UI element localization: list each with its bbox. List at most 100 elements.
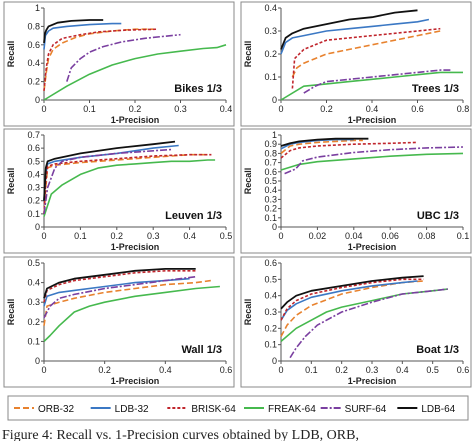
y-tick-label: 0.7 bbox=[27, 130, 40, 140]
panel-title: Boat 1/3 bbox=[416, 344, 459, 356]
x-tick-label: 0.4 bbox=[159, 365, 172, 375]
x-tick-label: 0.4 bbox=[396, 365, 409, 375]
x-tick-label: 0 bbox=[278, 231, 283, 241]
x-tick-label: 0 bbox=[278, 104, 283, 114]
series-line-brisk-64 bbox=[43, 270, 196, 303]
x-axis-label: 1-Precision bbox=[348, 115, 397, 125]
y-tick-label: 0.6 bbox=[27, 40, 40, 50]
y-tick-label: 0.5 bbox=[27, 258, 40, 268]
y-tick-label: 0.1 bbox=[264, 213, 277, 223]
y-tick-label: 0.1 bbox=[27, 209, 40, 219]
y-tick-label: 0.4 bbox=[264, 185, 277, 195]
x-tick-label: 0.5 bbox=[220, 231, 233, 241]
x-axis-label: 1-Precision bbox=[348, 376, 397, 386]
chart-panel-4: 00.10.20.30.40.50.60.70.80.910 0.02 0.04 0.… bbox=[240, 128, 472, 254]
x-tick-label: 0.1 bbox=[457, 231, 470, 241]
y-tick-label: 0.2 bbox=[27, 317, 40, 327]
series-line-ldb-64 bbox=[43, 268, 196, 299]
y-axis-label: Recall bbox=[243, 299, 253, 326]
x-tick-label: 0.08 bbox=[418, 231, 436, 241]
x-tick-label: 0.2 bbox=[320, 104, 333, 114]
panel-frame bbox=[3, 1, 235, 127]
series-line-orb-32 bbox=[280, 139, 363, 155]
series-line-surf-64 bbox=[43, 148, 172, 215]
panel-title: Leuven 1/3 bbox=[165, 210, 222, 222]
x-tick-label: 0.3 bbox=[366, 365, 379, 375]
x-tick-label: 0.6 bbox=[411, 104, 424, 114]
chart-panel-1: 0 0.2 0.4 0.6 0.8 1 0 0.1 0.2 0.3 0.4 1-Precision Re… bbox=[3, 1, 235, 127]
y-tick-label: 0.1 bbox=[27, 336, 40, 346]
series-line-brisk-64 bbox=[280, 141, 418, 159]
y-tick-label: 0.3 bbox=[264, 26, 277, 36]
legend-label: ORB-32 bbox=[38, 404, 75, 415]
y-tick-label: 0.4 bbox=[27, 169, 40, 179]
y-tick-label: 0.5 bbox=[27, 156, 40, 166]
y-tick-label: 0.3 bbox=[27, 183, 40, 193]
y-tick-label: 0.7 bbox=[264, 158, 277, 168]
y-tick-label: 0.5 bbox=[264, 274, 277, 284]
y-tick-label: 0 bbox=[272, 356, 277, 366]
y-tick-label: 0.2 bbox=[27, 196, 40, 206]
x-tick-label: 0 bbox=[41, 231, 46, 241]
y-axis-label: Recall bbox=[243, 41, 253, 68]
x-axis-label: 1-Precision bbox=[111, 242, 160, 252]
y-tick-label: 1 bbox=[272, 130, 277, 140]
series-line-ldb-64 bbox=[280, 9, 418, 50]
x-tick-label: 0 bbox=[278, 365, 283, 375]
series-line-brisk-64 bbox=[280, 278, 424, 321]
panel-title: Trees 1/3 bbox=[412, 83, 459, 95]
x-tick-label: 0.2 bbox=[335, 365, 348, 375]
x-axis-label: 1-Precision bbox=[348, 242, 397, 252]
x-tick-label: 0.4 bbox=[220, 104, 233, 114]
series-line-brisk-64 bbox=[43, 28, 158, 91]
panel-frame bbox=[240, 128, 472, 254]
series-line-freak-64 bbox=[43, 285, 220, 342]
panel-title: Bikes 1/3 bbox=[174, 83, 222, 95]
y-tick-label: 0.2 bbox=[264, 323, 277, 333]
figure-caption: Figure 4: Recall vs. 1-Precision curves … bbox=[2, 429, 359, 441]
y-tick-label: 0.9 bbox=[264, 139, 277, 149]
series-line-brisk-64 bbox=[291, 27, 441, 89]
series-line-freak-64 bbox=[43, 44, 227, 101]
series-line-surf-64 bbox=[289, 288, 448, 359]
x-tick-label: 0.4 bbox=[366, 104, 379, 114]
x-tick-label: 0 bbox=[41, 104, 46, 114]
y-tick-label: 0 bbox=[272, 95, 277, 105]
y-tick-label: 0.8 bbox=[27, 21, 40, 31]
panel-frame bbox=[240, 1, 472, 127]
x-tick-label: 0.1 bbox=[74, 231, 87, 241]
series-line-ldb-32 bbox=[280, 280, 418, 321]
y-tick-label: 0.8 bbox=[264, 148, 277, 158]
y-tick-label: 0.2 bbox=[27, 77, 40, 87]
y-tick-label: 0.4 bbox=[27, 278, 40, 288]
series-line-surf-64 bbox=[284, 146, 464, 175]
legend-frame bbox=[7, 395, 469, 421]
x-tick-label: 0.02 bbox=[309, 231, 327, 241]
x-tick-label: 0.04 bbox=[345, 231, 363, 241]
panel-frame bbox=[3, 128, 235, 254]
x-axis-label: 1-Precision bbox=[111, 115, 160, 125]
legend-label: SURF-64 bbox=[345, 404, 387, 415]
series-line-ldb-32 bbox=[280, 138, 354, 150]
x-tick-label: 0.6 bbox=[457, 365, 470, 375]
x-tick-label: 0.2 bbox=[98, 365, 111, 375]
y-axis-label: Recall bbox=[6, 41, 16, 68]
y-tick-label: 0.2 bbox=[264, 204, 277, 214]
series-line-freak-64 bbox=[280, 71, 463, 101]
legend-label: FREAK-64 bbox=[268, 404, 316, 415]
panel-title: Wall 1/3 bbox=[181, 344, 222, 356]
series-line-ldb-64 bbox=[43, 19, 104, 44]
y-tick-label: 0.1 bbox=[264, 72, 277, 82]
chart-panel-6: 0 0.1 0.2 0.3 0.4 0.5 0.6 0 0.1 0.2 0.3 0.4 0.5 0.6 1-… bbox=[240, 256, 472, 388]
x-tick-label: 0.3 bbox=[174, 104, 187, 114]
y-tick-label: 0.6 bbox=[264, 167, 277, 177]
series-line-ldb-64 bbox=[280, 137, 369, 147]
x-tick-label: 0.1 bbox=[83, 104, 96, 114]
y-tick-label: 0 bbox=[35, 222, 40, 232]
chart-panel-5: 0 0.1 0.2 0.3 0.4 0.5 0 0.2 0.4 0.6 1-Precision Rec… bbox=[3, 256, 235, 388]
y-axis-label: Recall bbox=[6, 299, 16, 326]
x-tick-label: 0.3 bbox=[147, 231, 160, 241]
y-tick-label: 0 bbox=[35, 95, 40, 105]
series-line-surf-64 bbox=[43, 275, 196, 319]
series-line-surf-64 bbox=[303, 69, 452, 94]
